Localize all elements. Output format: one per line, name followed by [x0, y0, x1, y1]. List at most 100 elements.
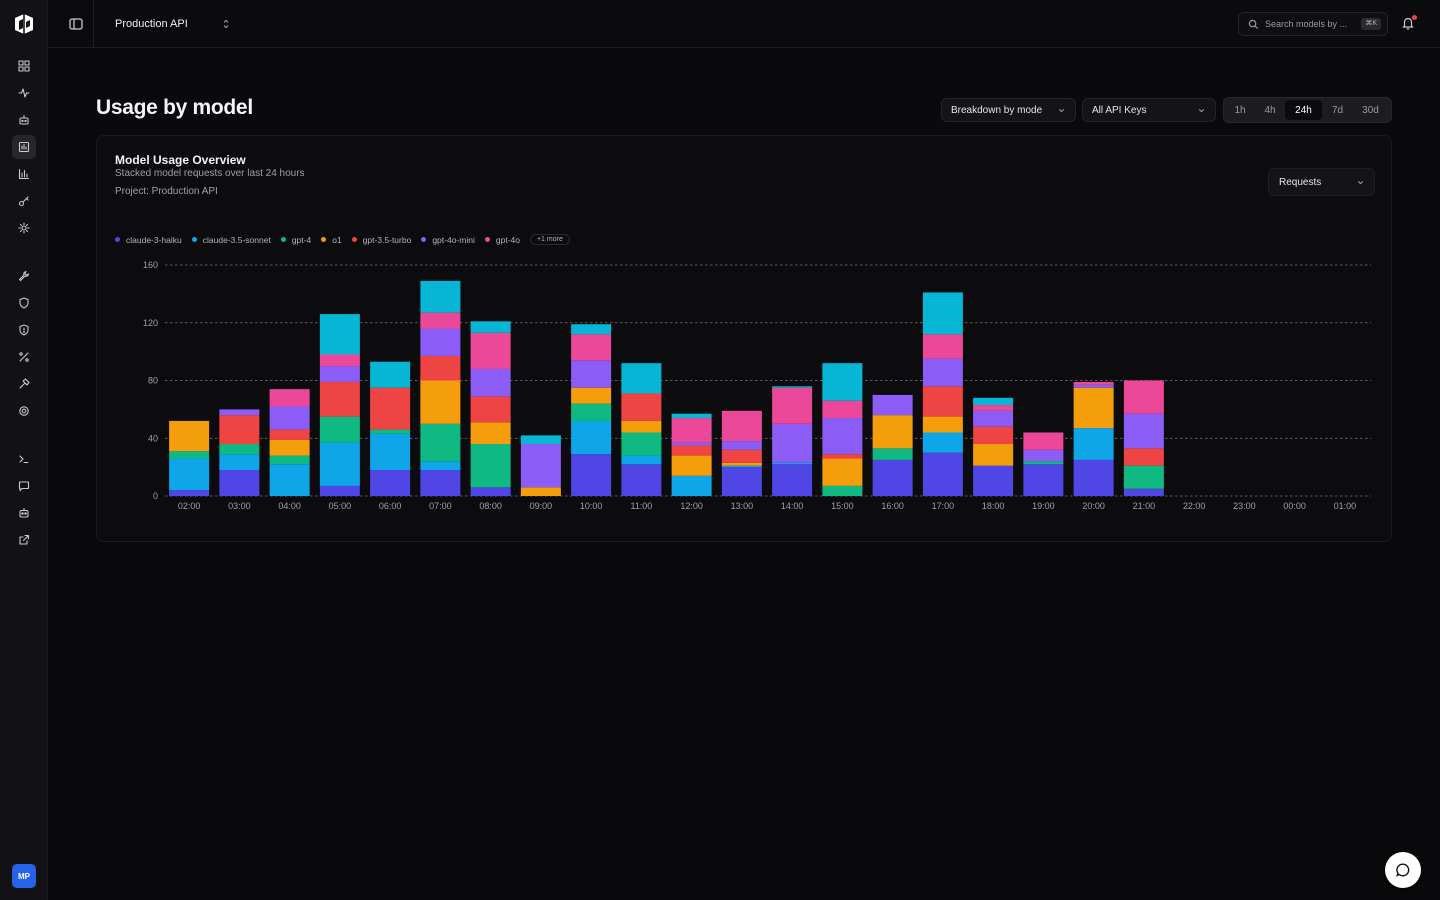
sidebar-message-icon[interactable]: [12, 474, 36, 498]
topbar: Production API Search models by ... ⌘K: [48, 0, 1440, 48]
bar-segment: [671, 445, 712, 456]
x-tick-label: 23:00: [1233, 501, 1256, 511]
bar-segment: [621, 393, 662, 421]
avatar[interactable]: MP: [12, 864, 36, 888]
bar-segment: [973, 444, 1014, 466]
project-selector[interactable]: Production API: [115, 14, 235, 34]
y-tick-label: 120: [143, 318, 158, 328]
topbar-divider: [93, 0, 94, 48]
sidebar: MP: [0, 0, 48, 900]
sidebar-wrench-icon[interactable]: [12, 264, 36, 288]
range-7d-button[interactable]: 7d: [1331, 104, 1344, 116]
x-tick-label: 22:00: [1183, 501, 1206, 511]
breakdown-select[interactable]: Breakdown by mode: [941, 98, 1076, 122]
bar-segment: [1073, 428, 1114, 460]
sidebar-usage-chart-icon[interactable]: [12, 135, 36, 159]
bar-segment: [671, 418, 712, 443]
bar-segment: [822, 458, 863, 486]
sidebar-bot-icon[interactable]: [12, 108, 36, 132]
legend-item[interactable]: gpt-4: [280, 234, 312, 245]
legend-item[interactable]: o1: [321, 235, 342, 245]
bar-segment: [269, 389, 310, 407]
legend-item[interactable]: gpt-4o-mini: [421, 235, 475, 245]
sidebar-key-icon[interactable]: [12, 189, 36, 213]
bar-segment: [973, 426, 1014, 445]
sidebar-shield-icon[interactable]: [12, 291, 36, 315]
legend-label: gpt-4: [291, 234, 312, 245]
bar-segment: [219, 454, 260, 471]
usage-card: Model Usage Overview Stacked model reque…: [96, 135, 1392, 542]
bar-segment: [1123, 448, 1164, 466]
metric-select[interactable]: Requests: [1268, 168, 1375, 196]
legend-label: gpt-3.5-turbo: [362, 234, 412, 245]
sidebar-toggle-icon[interactable]: [68, 16, 84, 32]
x-tick-label: 14:00: [781, 501, 804, 511]
x-tick-label: 13:00: [731, 501, 754, 511]
api-keys-select[interactable]: All API Keys: [1082, 98, 1216, 122]
bar-segment: [973, 410, 1014, 427]
y-tick-label: 80: [148, 376, 158, 386]
y-tick-label: 0: [153, 491, 158, 501]
sidebar-robot-icon[interactable]: [12, 501, 36, 525]
range-30d-button[interactable]: 30d: [1362, 104, 1379, 116]
stacked-bar-chart: 0 40 80 120 160 02:00 03:00 04:00 05:00 06:00 07:0…: [143, 260, 1371, 511]
x-tick-label: 17:00: [932, 501, 955, 511]
sidebar-hammer-icon[interactable]: [12, 372, 36, 396]
x-tick-label: 21:00: [1133, 501, 1156, 511]
bar-segment: [621, 432, 662, 456]
bar-segment: [822, 400, 863, 419]
sidebar-terminal-icon[interactable]: [12, 447, 36, 471]
x-tick-label: 19:00: [1032, 501, 1055, 511]
range-24h-button[interactable]: 24h: [1285, 100, 1322, 120]
bar-segment: [721, 467, 762, 496]
sidebar-settings-icon[interactable]: [12, 216, 36, 240]
bar-segment: [822, 454, 863, 459]
sidebar-gear-icon[interactable]: [12, 399, 36, 423]
sidebar-bar-chart-icon[interactable]: [12, 162, 36, 186]
app-logo-icon[interactable]: [12, 13, 36, 35]
bar-segment: [1123, 465, 1164, 489]
bell-icon[interactable]: [1401, 16, 1415, 30]
card-title: Model Usage Overview: [115, 153, 246, 167]
bar-segment: [973, 405, 1014, 411]
search-placeholder: Search models by ...: [1265, 19, 1348, 29]
bar-segment: [1023, 432, 1064, 450]
sidebar-shield-alert-icon[interactable]: [12, 318, 36, 342]
legend-dot: [191, 237, 197, 242]
x-tick-label: 15:00: [831, 501, 854, 511]
bar-segment: [470, 368, 511, 397]
legend-item[interactable]: gpt-3.5-turbo: [351, 234, 412, 245]
x-tick-label: 16:00: [881, 501, 904, 511]
bar-segment: [420, 423, 461, 462]
bar-segment: [319, 442, 360, 486]
bar-chart-icon: [18, 168, 30, 180]
sidebar-percent-icon[interactable]: [12, 345, 36, 369]
bar-segment: [922, 452, 963, 496]
chat-support-button[interactable]: [1385, 852, 1421, 888]
gear-icon: [19, 406, 29, 416]
shield-icon: [19, 297, 29, 309]
legend-item[interactable]: gpt-4o: [484, 235, 520, 245]
bar-segment: [1123, 488, 1164, 496]
legend-more-button[interactable]: +1 more: [529, 234, 570, 245]
bar-segment: [319, 485, 360, 496]
range-1h-button[interactable]: 1h: [1234, 104, 1246, 116]
search-input[interactable]: Search models by ... ⌘K: [1238, 12, 1388, 36]
bar-segment: [470, 321, 511, 333]
bar-segment: [269, 455, 310, 465]
y-tick-label: 160: [143, 260, 158, 270]
legend-item[interactable]: claude-3-haiku: [115, 235, 182, 245]
bar-segment: [922, 416, 963, 433]
range-4h-button[interactable]: 4h: [1264, 104, 1276, 116]
bar-segment: [319, 314, 360, 355]
bar-segment: [721, 410, 762, 442]
x-tick-label: 12:00: [680, 501, 703, 511]
bar-segment: [571, 454, 612, 496]
project-name: Production API: [115, 18, 188, 30]
legend-item[interactable]: claude-3.5-sonnet: [191, 235, 271, 245]
sidebar-dashboard-icon[interactable]: [12, 54, 36, 78]
bar-segment: [772, 464, 813, 496]
sidebar-external-link-icon[interactable]: [12, 528, 36, 552]
sidebar-activity-icon[interactable]: [12, 81, 36, 105]
x-tick-label: 10:00: [580, 501, 603, 511]
